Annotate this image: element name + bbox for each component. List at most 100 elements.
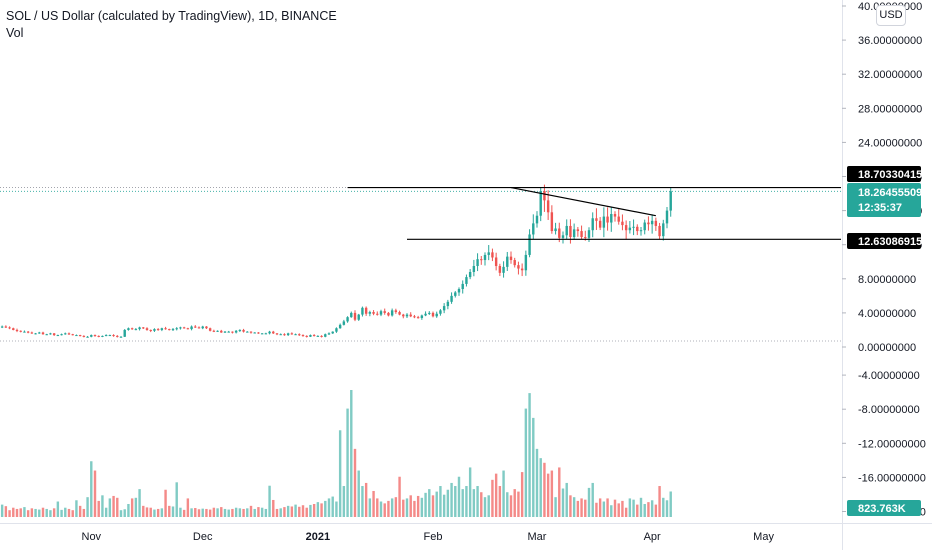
time-tick-label: Mar xyxy=(528,531,547,543)
candle-body xyxy=(487,252,490,255)
candle-body xyxy=(409,314,412,317)
candle-body xyxy=(119,336,123,338)
candle-body xyxy=(253,332,256,334)
candle-body xyxy=(576,229,580,232)
volume-bar xyxy=(353,448,357,517)
candle-body xyxy=(428,312,431,314)
candle-body xyxy=(186,328,190,330)
candle-body xyxy=(97,335,100,337)
candle-body xyxy=(606,216,609,223)
candle-body xyxy=(376,313,379,315)
volume-bar xyxy=(112,495,115,517)
volume-bar xyxy=(145,507,149,517)
candle-body xyxy=(179,327,182,329)
volume-bar xyxy=(409,495,412,517)
volume-bar xyxy=(168,505,171,517)
volume-bar xyxy=(71,510,74,517)
candle-body xyxy=(82,335,86,337)
volume-bar xyxy=(398,476,401,517)
last-price-text: 18.26455509 xyxy=(858,187,922,199)
candle-body xyxy=(260,333,264,335)
candle-body xyxy=(669,191,672,211)
volume-bar xyxy=(104,507,108,517)
volume-bar xyxy=(606,498,609,517)
candle-body xyxy=(457,289,461,293)
volume-bar xyxy=(331,496,334,517)
volume-indicator-label[interactable]: Vol xyxy=(6,26,24,40)
volume-bar xyxy=(171,506,175,517)
volume-bar xyxy=(127,503,130,517)
candle-body xyxy=(346,317,349,322)
volume-bar xyxy=(558,467,561,517)
candle-body xyxy=(194,326,197,328)
volume-bar xyxy=(461,489,464,517)
candle-body xyxy=(565,225,568,236)
volume-label: 823.763K xyxy=(847,500,921,516)
candle-body xyxy=(402,314,405,317)
candle-body xyxy=(112,335,115,337)
candle-body xyxy=(127,328,130,330)
candle-body xyxy=(569,225,572,238)
volume-bar xyxy=(26,510,30,517)
volume-bar xyxy=(312,503,316,517)
time-tick-label: Feb xyxy=(424,531,443,543)
candle-body xyxy=(550,212,554,232)
symbol-title[interactable]: SOL / US Dollar (calculated by TradingVi… xyxy=(6,9,337,23)
volume-bar xyxy=(480,492,483,517)
candle-body xyxy=(104,335,108,337)
volume-bar xyxy=(64,507,67,517)
volume-bar xyxy=(546,473,550,517)
currency-button[interactable]: USD xyxy=(876,5,906,26)
volume-bar xyxy=(435,491,438,517)
volume-bar xyxy=(324,500,327,517)
volume-bar xyxy=(123,509,126,517)
resistance-price-label: 18.70330415 xyxy=(847,166,922,182)
volume-bar xyxy=(528,393,531,517)
candle-body xyxy=(279,334,282,336)
candle-body xyxy=(90,335,93,337)
volume-bar xyxy=(338,430,342,517)
candle-body xyxy=(509,256,513,261)
volume-bar xyxy=(257,507,260,517)
volume-bar xyxy=(286,505,290,517)
volume-bar xyxy=(298,506,301,517)
time-tick-label: Nov xyxy=(82,531,102,543)
candle-body xyxy=(517,265,520,269)
volume-bar xyxy=(190,508,193,517)
price-tick-label: 8.00000000 xyxy=(858,274,916,286)
candle-body xyxy=(264,333,268,335)
volume-bar xyxy=(658,486,661,517)
candle-body xyxy=(171,329,175,331)
candle-body xyxy=(350,312,353,318)
candle-body xyxy=(283,334,286,336)
volume-bar xyxy=(424,492,427,517)
volume-bar xyxy=(364,482,368,517)
support-price-label: 12.63086915 xyxy=(847,233,922,249)
volume-bar xyxy=(457,476,461,517)
volume-bar xyxy=(205,508,208,517)
candle-body xyxy=(19,330,22,332)
candle-body xyxy=(502,266,505,273)
candle-body xyxy=(639,230,643,232)
candle-body xyxy=(101,335,104,337)
candle-body xyxy=(364,307,368,314)
volume-bar xyxy=(164,489,167,517)
candle-body xyxy=(268,331,271,334)
candle-body xyxy=(628,227,632,231)
candle-body xyxy=(23,331,26,333)
candle-body xyxy=(465,277,468,284)
candle-body xyxy=(513,260,516,266)
candle-body xyxy=(205,326,208,329)
volume-bars xyxy=(0,390,672,517)
candle-body xyxy=(654,220,658,226)
volume-bar xyxy=(86,497,89,517)
candle-body xyxy=(643,222,646,231)
volume-bar xyxy=(402,499,405,517)
trend-line[interactable] xyxy=(510,186,656,217)
candle-body xyxy=(528,234,531,255)
candle-body xyxy=(483,254,487,261)
candle-body xyxy=(591,218,594,231)
volume-bar xyxy=(12,507,15,517)
volume-bar xyxy=(67,508,71,517)
